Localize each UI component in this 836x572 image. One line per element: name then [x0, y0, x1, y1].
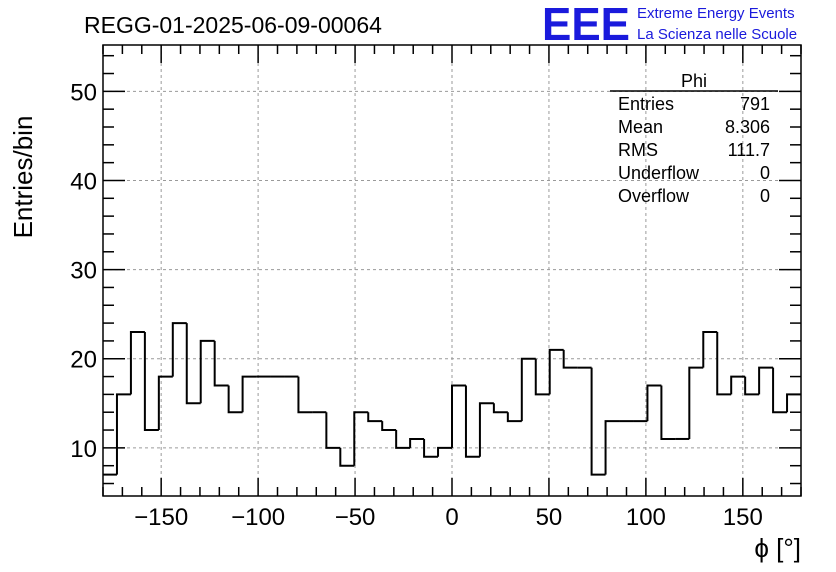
stats-value: 8.306 — [725, 117, 770, 137]
stats-label: Mean — [618, 117, 663, 137]
y-axis-label: Entries/bin — [8, 116, 38, 239]
histogram-bin — [143, 332, 159, 432]
eee-logo: EEE — [542, 0, 630, 50]
x-tick-label: −150 — [134, 504, 188, 531]
x-tick-label: −50 — [335, 504, 376, 531]
x-tick-label: 50 — [536, 504, 563, 531]
histogram-bin — [464, 385, 480, 458]
histogram-bin — [339, 447, 355, 467]
histogram-bin — [199, 339, 215, 404]
y-tick-label: 40 — [70, 168, 97, 195]
histogram-bin — [716, 332, 732, 396]
stats-value: 0 — [760, 163, 770, 183]
y-tick-label: 30 — [70, 258, 97, 285]
stats-label: Underflow — [618, 163, 700, 183]
run-title: REGG-01-2025-06-09-00064 — [84, 12, 382, 38]
histogram-bin — [227, 385, 243, 414]
histogram-bin — [213, 340, 229, 387]
stats-value: 791 — [740, 94, 770, 114]
histogram-bin — [395, 430, 411, 449]
histogram-bin — [409, 437, 425, 448]
y-tick-label: 10 — [70, 436, 97, 463]
histogram-bin — [646, 384, 662, 422]
stats-value: 0 — [760, 186, 770, 206]
histogram-bin — [478, 402, 494, 457]
x-tick-label: 150 — [723, 504, 763, 531]
histogram-bin — [492, 403, 508, 414]
histogram-bin — [786, 393, 801, 413]
stats-label: Overflow — [618, 186, 690, 206]
stats-box: Phi Entries 791 Mean 8.306 RMS 111.7 Underflow… — [610, 71, 778, 206]
histogram-bin — [660, 385, 676, 440]
histogram-bin — [702, 331, 718, 368]
histogram-bin — [241, 375, 257, 413]
histogram-bin — [381, 421, 397, 432]
x-tick-label: −100 — [231, 504, 285, 531]
histogram-bin — [604, 420, 620, 475]
histogram-bin — [744, 376, 760, 396]
y-tick-label: 50 — [70, 79, 97, 106]
histogram-bin — [451, 384, 466, 448]
histogram-bin — [772, 367, 788, 414]
histogram-bin — [367, 412, 383, 423]
logo-caption-line1: Extreme Energy Events — [637, 5, 795, 22]
stats-value: 111.7 — [728, 140, 770, 160]
histogram-bin — [562, 349, 578, 369]
histogram-bin — [730, 375, 746, 395]
histogram-bin — [353, 411, 369, 466]
histogram-bin — [437, 446, 452, 457]
histogram-bin — [115, 393, 131, 475]
histogram-bin — [325, 412, 341, 449]
histogram-bin — [185, 323, 201, 405]
histogram-bin — [758, 366, 774, 395]
x-tick-label: 100 — [626, 504, 666, 531]
stats-label: Entries — [618, 94, 674, 114]
stats-label: RMS — [618, 140, 658, 160]
histogram-bin — [548, 348, 564, 395]
x-axis-label: ϕ [°] — [754, 533, 801, 563]
histogram-bin — [157, 375, 173, 431]
x-tick-label: 0 — [445, 504, 458, 531]
histogram-bin — [688, 366, 704, 439]
histogram-bin — [506, 412, 522, 423]
histogram-series — [103, 322, 801, 476]
axis-ticks — [102, 45, 802, 496]
y-tick-label: 20 — [70, 347, 97, 374]
histogram-bin — [171, 322, 187, 377]
histogram-bin — [520, 357, 536, 422]
axis-tick-labels: −150 −100 −50 0 50 100 150 10 20 30 40 50 — [70, 79, 763, 531]
histogram-bin — [297, 376, 313, 414]
histogram-bin — [129, 331, 145, 395]
histogram-bin — [423, 438, 439, 458]
histogram-bin — [590, 367, 606, 476]
logo-caption-line2: La Scienza nelle Scuole — [637, 26, 797, 43]
histogram-bin — [534, 358, 550, 396]
stats-box-title: Phi — [681, 71, 707, 91]
